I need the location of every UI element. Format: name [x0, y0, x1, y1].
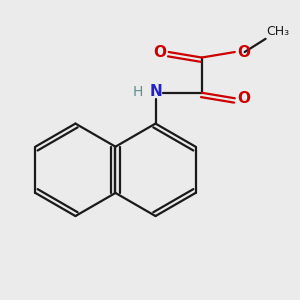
Text: H: H — [133, 85, 143, 99]
Text: O: O — [153, 44, 167, 59]
Text: O: O — [237, 44, 250, 59]
Text: N: N — [149, 84, 162, 99]
Text: O: O — [237, 91, 250, 106]
Text: CH₃: CH₃ — [267, 25, 290, 38]
